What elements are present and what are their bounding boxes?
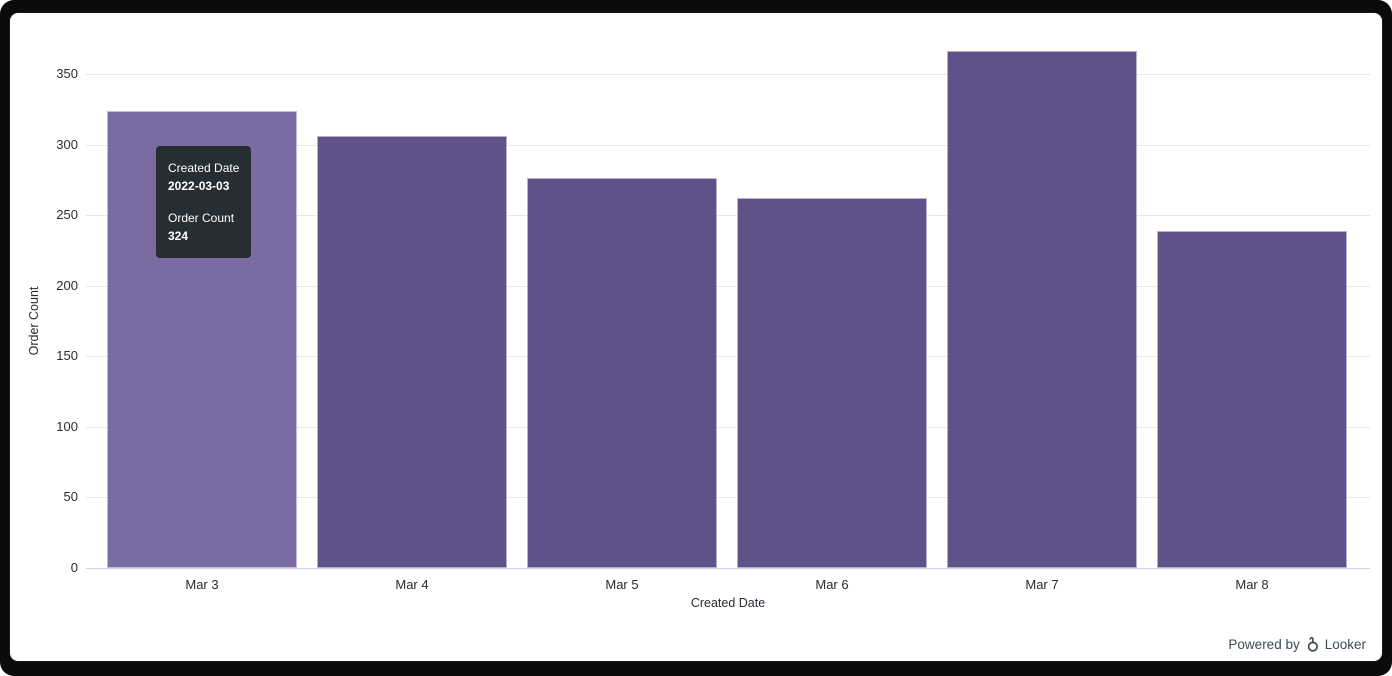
y-tick-label: 100 [56,418,78,434]
powered-by-looker[interactable]: Powered by Looker [1228,636,1366,653]
looker-brand-text: Looker [1324,637,1366,652]
bar-mar-6[interactable] [737,198,927,568]
y-tick-label: 300 [56,136,78,152]
bar-mar-7[interactable] [947,51,1137,568]
y-tick-label: 150 [56,348,78,364]
x-tick-label: Mar 8 [1235,577,1269,592]
x-tick-label: Mar 3 [185,577,219,592]
x-tick-label: Mar 6 [815,577,849,592]
bar-mar-4[interactable] [317,136,507,568]
looker-logo-icon [1304,636,1321,653]
powered-by-text: Powered by [1228,637,1300,652]
x-tick-label: Mar 4 [395,577,429,592]
gridline [86,215,1370,217]
y-tick-label: 350 [56,66,78,81]
chart-card: 0 50 100 150 200 250 300 350 Mar 3 Mar 4 Mar 5 Mar … [10,13,1382,661]
y-axis-title: Order Count [27,286,41,356]
tooltip: Created Date 2022-03-03 Order Count 324 [156,146,252,258]
tooltip-dimension-value: 2022-03-03 [168,179,230,193]
x-tick-label: Mar 7 [1025,577,1059,592]
y-tick-label: 200 [56,277,78,293]
y-tick-label: 250 [56,207,78,223]
gridline [86,426,1370,428]
x-tick-label: Mar 5 [605,577,639,592]
bar-mar-8[interactable] [1157,231,1347,568]
gridline [86,285,1370,287]
tooltip-measure-label: Order Count [168,211,235,225]
tooltip-measure-value: 324 [168,229,189,243]
y-tick-label: 0 [70,560,78,575]
gridline [86,356,1370,358]
gridline [86,144,1370,146]
gridline [86,497,1370,499]
x-axis-line [86,568,1370,569]
y-tick-label: 50 [63,489,78,505]
x-axis-title: Created Date [690,596,766,610]
bar-mar-5[interactable] [527,178,717,568]
gridline [86,74,1370,75]
tooltip-dimension-label: Created Date [168,161,240,175]
